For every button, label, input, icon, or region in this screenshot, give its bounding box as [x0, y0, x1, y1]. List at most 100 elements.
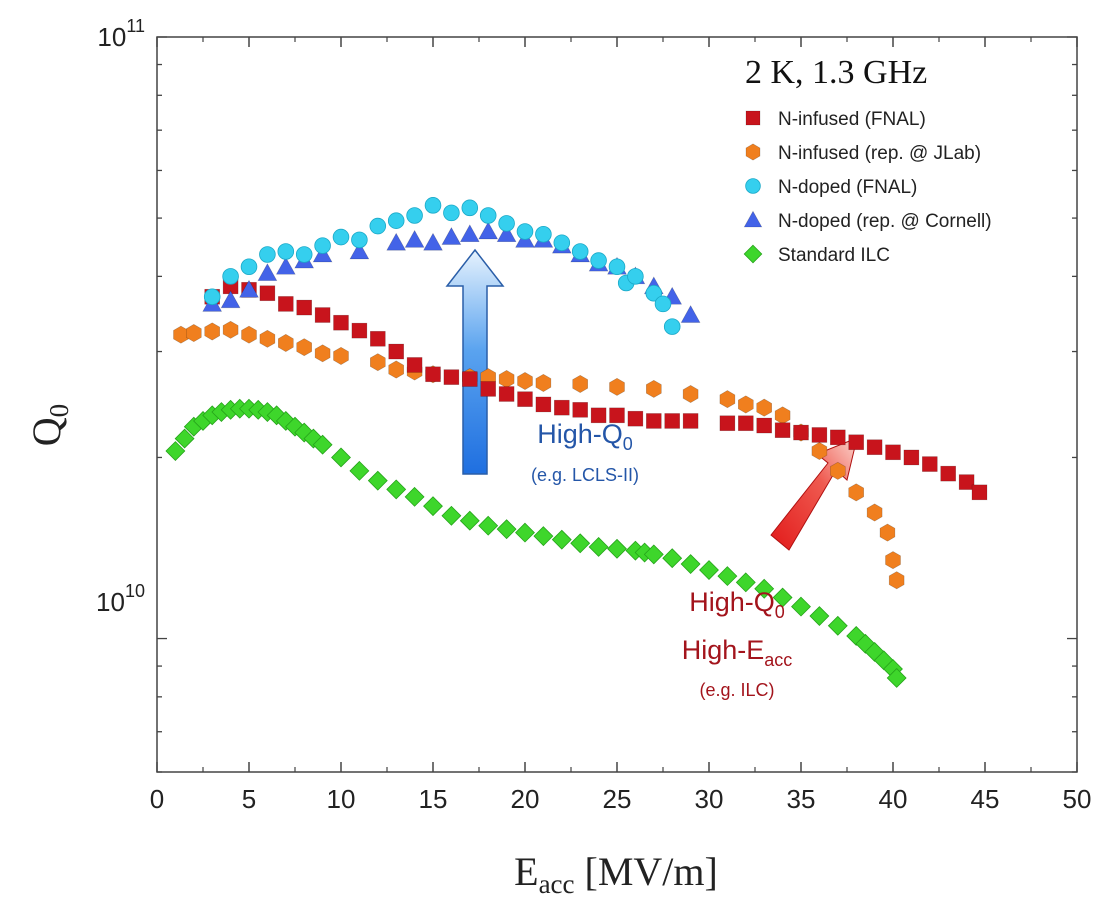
data-point-square: [351, 322, 368, 339]
data-point-square: [572, 402, 589, 418]
data-point-hexagon: [333, 346, 349, 365]
y-tick-label-1e10: 1010: [96, 581, 145, 617]
legend-label: N-infused (rep. @ JLab): [778, 143, 981, 164]
data-point-circle: [479, 207, 497, 224]
data-point-square: [829, 429, 846, 446]
x-tick-label: 10: [327, 784, 356, 814]
data-point-square: [940, 465, 957, 482]
x-axis-title: Eacc [MV/m]: [514, 849, 718, 899]
data-point-square: [866, 439, 883, 456]
data-point-hexagon: [879, 523, 896, 542]
annotation-blue-title: High-Q0: [537, 419, 633, 454]
data-point-square: [517, 391, 533, 407]
annotation-red-line2: High-Eacc: [682, 635, 793, 670]
data-point-square: [682, 413, 699, 429]
x-tick-label: 30: [695, 784, 724, 814]
data-point-diamond: [680, 554, 701, 574]
annotation-high-q0-lcls: High-Q0 (e.g. LCLS-II): [531, 419, 639, 485]
legend-label: N-doped (rep. @ Cornell): [778, 211, 992, 232]
data-point-triangle: [680, 305, 701, 323]
data-point-hexagon: [277, 333, 294, 352]
data-point-hexagon: [645, 379, 662, 398]
data-point-hexagon: [498, 370, 515, 389]
annotation-red-title: High-Q0: [689, 587, 785, 622]
data-point-diamond: [404, 486, 425, 507]
data-point-square: [793, 424, 809, 441]
series-triangle: [202, 221, 701, 323]
legend: 2 K, 1.3 GHz N-infused (FNAL) N-infused (…: [743, 54, 992, 266]
data-point-diamond: [331, 447, 351, 468]
data-point-square: [296, 299, 313, 316]
data-point-diamond: [515, 522, 535, 543]
data-point-diamond: [533, 526, 554, 547]
data-point-square: [480, 381, 497, 397]
data-point-circle: [387, 212, 405, 229]
legend-marker-hexagon: [745, 143, 761, 161]
data-point-circle: [590, 252, 607, 269]
x-tick-label: 5: [242, 784, 256, 814]
data-point-square: [388, 343, 405, 360]
data-point-square: [848, 434, 865, 451]
data-point-circle: [259, 246, 276, 263]
data-point-diamond: [570, 533, 591, 554]
data-point-circle: [461, 199, 479, 217]
data-point-square: [903, 449, 920, 466]
data-point-circle: [654, 295, 672, 313]
legend-label: N-doped (FNAL): [778, 177, 917, 198]
data-point-triangle: [257, 263, 278, 281]
data-point-circle: [314, 237, 331, 254]
data-point-diamond: [772, 587, 793, 608]
data-point-circle: [406, 207, 423, 224]
data-point-circle: [535, 225, 552, 243]
data-point-triangle: [423, 232, 443, 251]
data-point-hexagon: [848, 483, 865, 502]
data-point-square: [333, 314, 349, 331]
data-point-square: [259, 285, 276, 302]
legend-item: N-infused (rep. @ JLab): [745, 143, 981, 164]
data-point-triangle: [496, 224, 517, 243]
data-point-circle: [240, 258, 258, 276]
data-point-diamond: [459, 510, 480, 531]
data-point-hexagon: [756, 398, 773, 417]
data-point-diamond: [699, 560, 719, 580]
data-point-diamond: [349, 460, 370, 481]
data-point-square: [958, 474, 975, 490]
data-point-diamond: [174, 428, 195, 449]
data-point-diamond: [588, 536, 609, 557]
data-point-square: [406, 357, 423, 373]
x-tick-label: 50: [1063, 784, 1092, 814]
x-tick-label: 45: [971, 784, 1000, 814]
y-axis-title: Q0: [24, 404, 74, 446]
data-point-circle: [663, 318, 681, 335]
data-point-diamond: [478, 515, 499, 536]
data-point-square: [314, 307, 331, 323]
legend-item: Standard ILC: [743, 244, 890, 266]
data-point-diamond: [551, 529, 572, 550]
legend-label: N-infused (FNAL): [778, 109, 926, 130]
data-point-diamond: [165, 441, 186, 461]
data-point-square: [425, 366, 441, 383]
data-point-square: [971, 484, 988, 501]
data-point-square: [535, 396, 552, 413]
x-tick-label: 25: [603, 784, 632, 814]
data-point-square: [443, 369, 460, 385]
blue-arrow-icon: [445, 248, 505, 475]
legend-item: N-doped (rep. @ Cornell): [743, 210, 992, 232]
annotation-high-q0-high-eacc: High-Q0 High-Eacc (e.g. ILC): [682, 587, 793, 700]
data-point-hexagon: [609, 377, 625, 396]
data-point-triangle: [404, 229, 425, 248]
data-point-diamond: [423, 496, 443, 517]
data-point-hexagon: [296, 338, 313, 357]
data-point-diamond: [662, 548, 683, 569]
legend-label: Standard ILC: [778, 245, 890, 266]
data-point-circle: [203, 288, 221, 306]
data-point-square: [719, 415, 736, 432]
x-axis-ticks: 0 5 10 15 20 25 30 35 40 45 50: [150, 37, 1092, 814]
data-point-square: [369, 330, 386, 347]
data-point-diamond: [312, 434, 333, 455]
data-point-hexagon: [204, 322, 220, 341]
x-tick-label: 20: [511, 784, 540, 814]
data-point-square: [609, 407, 625, 424]
data-point-square: [461, 371, 478, 387]
data-point-circle: [351, 231, 368, 249]
